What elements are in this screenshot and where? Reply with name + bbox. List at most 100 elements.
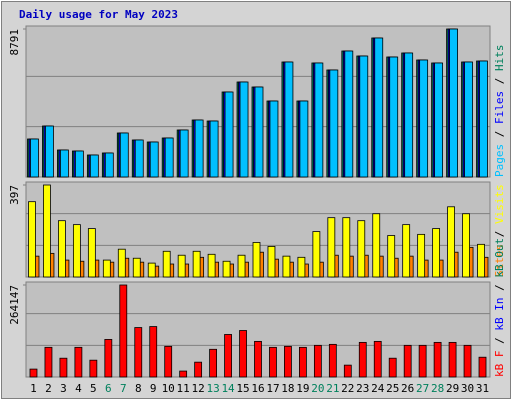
legend: Sites / Visits xyxy=(493,184,506,277)
x-tick-label: 10 xyxy=(162,382,175,395)
x-tick-label: 1 xyxy=(30,382,37,395)
bar xyxy=(117,248,126,278)
x-tick-label: 6 xyxy=(105,382,112,395)
x-tick-label: 14 xyxy=(221,382,235,395)
bar xyxy=(58,220,66,278)
x-tick-label: 7 xyxy=(120,382,127,395)
bar xyxy=(327,217,336,278)
bar xyxy=(209,348,217,378)
bar xyxy=(29,368,38,378)
bar xyxy=(344,50,354,178)
x-tick-label: 19 xyxy=(296,382,309,395)
x-tick-label: 4 xyxy=(75,382,82,395)
bar xyxy=(104,152,114,178)
bar xyxy=(479,60,488,178)
bar xyxy=(432,228,441,278)
x-tick-label: 28 xyxy=(431,382,444,395)
bar xyxy=(312,231,321,278)
bar xyxy=(447,206,455,278)
bar xyxy=(387,235,396,278)
bar xyxy=(329,69,339,178)
legend: Pages / Files / Hits xyxy=(493,45,506,178)
bar xyxy=(30,138,39,178)
bar xyxy=(299,100,309,178)
bar xyxy=(222,260,231,278)
bar xyxy=(358,341,367,378)
bar xyxy=(419,59,429,178)
bar xyxy=(313,344,322,378)
bar xyxy=(269,346,277,378)
y-tick-label: 8791 xyxy=(8,29,21,56)
bar xyxy=(164,137,174,178)
bar xyxy=(252,242,261,278)
bar xyxy=(59,357,68,378)
bar xyxy=(134,139,144,178)
bar xyxy=(194,119,204,178)
chart-title: Daily usage for May 2023 xyxy=(19,8,178,21)
bar xyxy=(282,255,291,278)
bar xyxy=(342,217,351,278)
bar xyxy=(194,361,203,378)
bar xyxy=(224,334,232,378)
bar xyxy=(72,224,81,278)
legend-entry: kB Out xyxy=(493,238,506,278)
bar xyxy=(372,213,381,278)
bar xyxy=(119,132,129,178)
bar xyxy=(102,259,111,278)
x-tick-label: 9 xyxy=(150,382,157,395)
bar xyxy=(207,253,216,278)
bar xyxy=(448,341,457,378)
bar xyxy=(417,233,426,278)
legend-separator: / xyxy=(493,224,506,244)
legend-separator: / xyxy=(493,124,506,144)
bar xyxy=(328,343,337,378)
bar xyxy=(463,344,472,378)
bar xyxy=(224,91,234,178)
bar xyxy=(60,149,69,178)
bar xyxy=(284,61,294,178)
bar xyxy=(44,346,53,378)
bar xyxy=(87,228,96,278)
legend-entry: Visits xyxy=(493,184,506,224)
x-tick-label: 11 xyxy=(177,382,190,395)
x-tick-label: 21 xyxy=(326,382,339,395)
x-tick-label: 15 xyxy=(236,382,249,395)
bar xyxy=(269,100,279,178)
bar xyxy=(89,359,98,378)
bar xyxy=(134,327,143,378)
bar xyxy=(449,28,458,178)
x-tick-label: 12 xyxy=(192,382,205,395)
bar xyxy=(254,340,262,378)
bar xyxy=(164,345,173,378)
x-tick-label: 8 xyxy=(135,382,142,395)
x-tick-label: 24 xyxy=(371,382,385,395)
legend-entry: kB In xyxy=(493,298,506,331)
bar xyxy=(237,254,246,278)
bar xyxy=(299,346,307,378)
bar xyxy=(119,284,128,378)
y-tick-label: 264147 xyxy=(8,285,21,325)
bar xyxy=(359,55,369,178)
x-tick-label: 16 xyxy=(251,382,264,395)
legend-entry: Pages xyxy=(493,144,506,177)
y-tick-label: 397 xyxy=(8,185,21,205)
bar xyxy=(357,220,366,278)
x-tick-label: 3 xyxy=(60,382,67,395)
bar xyxy=(388,357,397,378)
bar xyxy=(179,129,189,178)
bar xyxy=(434,62,444,178)
bar xyxy=(477,243,485,278)
legend: kB F / kB In / kB Out xyxy=(493,238,506,377)
legend-entry: Sites xyxy=(493,244,506,277)
x-tick-label: 5 xyxy=(90,382,97,395)
bar xyxy=(404,52,414,178)
bar xyxy=(402,224,411,278)
bar xyxy=(297,256,306,278)
bar xyxy=(89,154,99,178)
bar xyxy=(149,141,159,178)
bar xyxy=(209,120,219,178)
bar xyxy=(239,330,247,378)
bar xyxy=(254,86,264,178)
